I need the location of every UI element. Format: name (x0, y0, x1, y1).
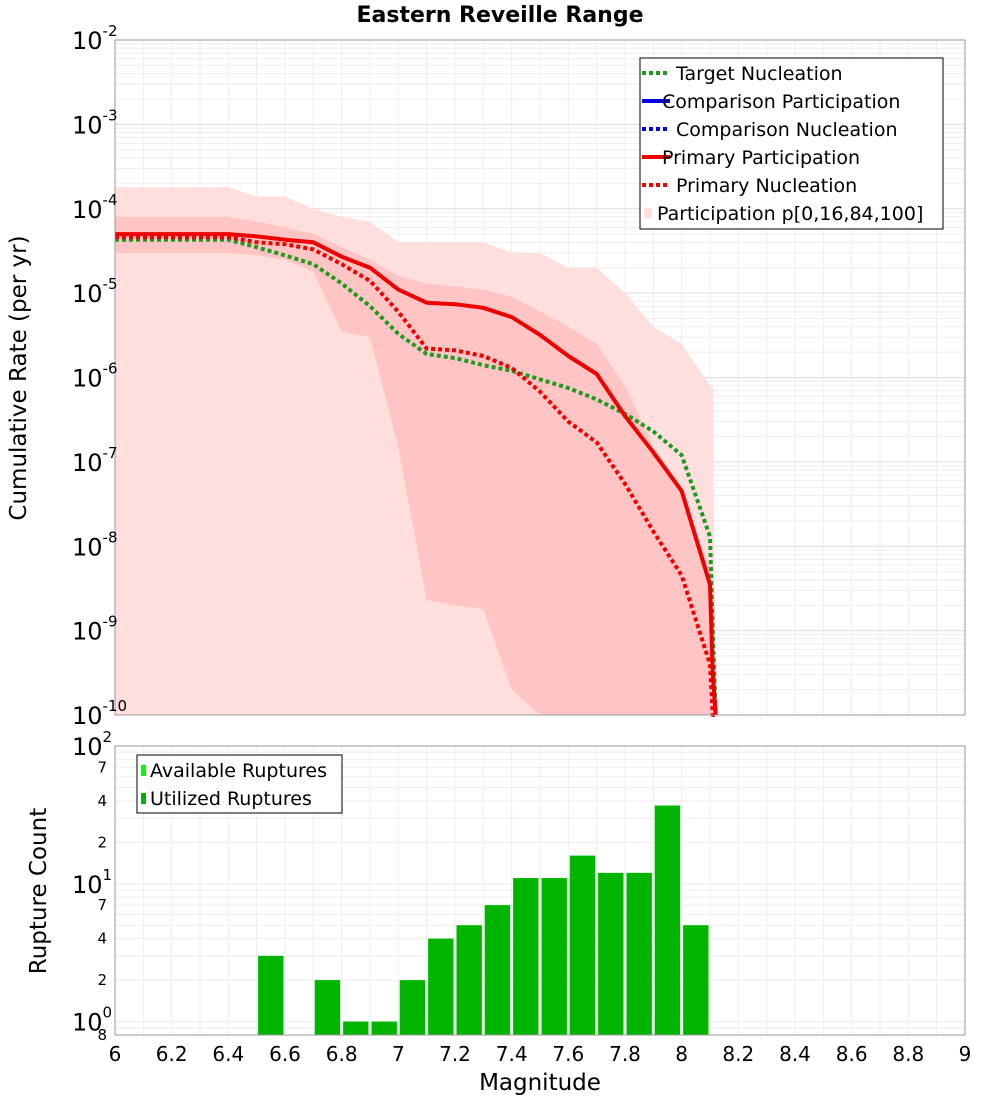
bar-utilized (456, 925, 482, 1035)
legend-swatch-bar (141, 765, 146, 776)
top-bands (115, 187, 716, 715)
bar-utilized (513, 878, 539, 1035)
top-panel: 10-2 10-3 10-4 10-5 10-6 10-7 10-8 10-9 10-10 Cu… (6, 22, 966, 730)
bottom-y-minor-label: 2 (97, 971, 107, 989)
x-tick-label: 8.8 (892, 1042, 924, 1066)
top-y-axis-label: Cumulative Rate (per yr) (6, 235, 32, 520)
top-lines (115, 232, 718, 717)
bottom-y-axis-label: Rupture Count (26, 808, 52, 974)
bottom-x-ticks: 6 6.2 6.4 6.6 6.8 7 7.2 7.4 7.6 7.8 8 8.2 8.4 8.6 8.8 9 (109, 1042, 972, 1066)
bottom-grid (114, 745, 966, 1036)
bottom-y-minor-label: 7 (97, 896, 107, 914)
x-tick-label: 7.6 (552, 1042, 584, 1066)
top-y-tick-label: 10-6 (72, 360, 118, 393)
legend-swatch-bar (141, 793, 146, 804)
top-y-tick-label: 10-3 (72, 106, 118, 139)
bar-utilized (258, 955, 284, 1035)
x-axis-label: Magnitude (479, 1070, 601, 1096)
series-target-nucleation (115, 237, 718, 716)
bar-utilized (654, 805, 681, 1035)
x-tick-label: 8.2 (722, 1042, 754, 1066)
top-plot-frame (114, 39, 966, 716)
legend-label: Primary Participation (662, 147, 860, 169)
bar-utilized (428, 938, 454, 1035)
bottom-bars (258, 805, 709, 1035)
bar-utilized (569, 855, 596, 1035)
series-primary-nucleation (115, 235, 716, 717)
bar-utilized (484, 905, 511, 1035)
top-y-ticks: 10-2 10-3 10-4 10-5 10-6 10-7 10-8 10-9 10-10 (72, 22, 127, 730)
legend-swatch-patch (644, 208, 652, 218)
bottom-plot-frame (114, 745, 966, 1036)
x-tick-label: 6 (109, 1042, 122, 1066)
x-tick-label: 9 (959, 1042, 972, 1066)
bottom-panel: 102 101 100 7 4 2 7 4 2 8 6 6.2 6.4 6.6 6.8 7 7.2 7.4 7.6… (26, 728, 971, 1096)
legend-label: Comparison Nucleation (676, 119, 898, 141)
bar-utilized (598, 872, 624, 1035)
x-tick-label: 6.6 (269, 1042, 301, 1066)
top-y-tick-label: 10-10 (72, 697, 127, 730)
x-tick-label: 8.4 (779, 1042, 811, 1066)
bar-utilized (371, 1021, 397, 1035)
bottom-y-tick-label: 102 (72, 728, 112, 761)
bar-utilized (683, 925, 709, 1035)
x-tick-label: 7 (392, 1042, 405, 1066)
top-y-tick-label: 10-8 (72, 528, 118, 561)
top-legend-items: Target Nucleation Comparison Participatio… (642, 63, 923, 225)
x-tick-label: 8 (675, 1042, 688, 1066)
bottom-y-minor-label: 7 (97, 758, 107, 776)
bar-utilized (626, 872, 652, 1035)
top-y-tick-label: 10-5 (72, 275, 118, 308)
band-p16-p84 (115, 216, 716, 715)
top-y-tick-label: 10-4 (72, 191, 118, 224)
bottom-y-tick-label: 100 (72, 1004, 112, 1037)
legend-label: Utilized Ruptures (150, 788, 312, 810)
x-tick-label: 7.2 (439, 1042, 471, 1066)
chart-title: Eastern Reveille Range (356, 3, 643, 28)
x-tick-label: 7.4 (496, 1042, 528, 1066)
bottom-legend: Available Ruptures Utilized Ruptures (136, 754, 343, 814)
bar-utilized (541, 878, 567, 1035)
top-y-tick-label: 10-9 (72, 613, 118, 646)
bottom-y-minor-label: 4 (97, 792, 107, 810)
x-tick-label: 6.2 (156, 1042, 188, 1066)
bottom-y-ticks: 102 101 100 7 4 2 7 4 2 8 (72, 728, 112, 1044)
bar-utilized (314, 980, 341, 1035)
legend-label: Target Nucleation (675, 63, 843, 85)
x-tick-label: 6.4 (212, 1042, 244, 1066)
bottom-legend-box (136, 754, 343, 814)
top-legend-box (639, 57, 944, 230)
bar-utilized (343, 1021, 369, 1035)
top-legend: Target Nucleation Comparison Participatio… (639, 57, 944, 230)
legend-label: Primary Nucleation (676, 175, 857, 197)
x-tick-label: 8.6 (836, 1042, 868, 1066)
bottom-legend-items: Available Ruptures Utilized Ruptures (141, 760, 327, 810)
x-tick-label: 6.8 (326, 1042, 358, 1066)
series-primary-participation (115, 232, 718, 716)
x-tick-label: 7.8 (609, 1042, 641, 1066)
legend-label: Participation p[0,16,84,100] (657, 203, 923, 225)
legend-label: Available Ruptures (150, 760, 327, 782)
bottom-y-minor-label: 2 (97, 833, 107, 851)
bottom-y-tick-label: 101 (72, 866, 112, 899)
top-y-tick-label: 10-7 (72, 444, 118, 477)
bottom-y-minor-label: 8 (97, 1026, 107, 1044)
legend-label: Comparison Participation (662, 91, 900, 113)
bottom-y-minor-label: 4 (97, 930, 107, 948)
bar-utilized (399, 980, 426, 1035)
top-y-tick-label: 10-2 (72, 22, 118, 55)
